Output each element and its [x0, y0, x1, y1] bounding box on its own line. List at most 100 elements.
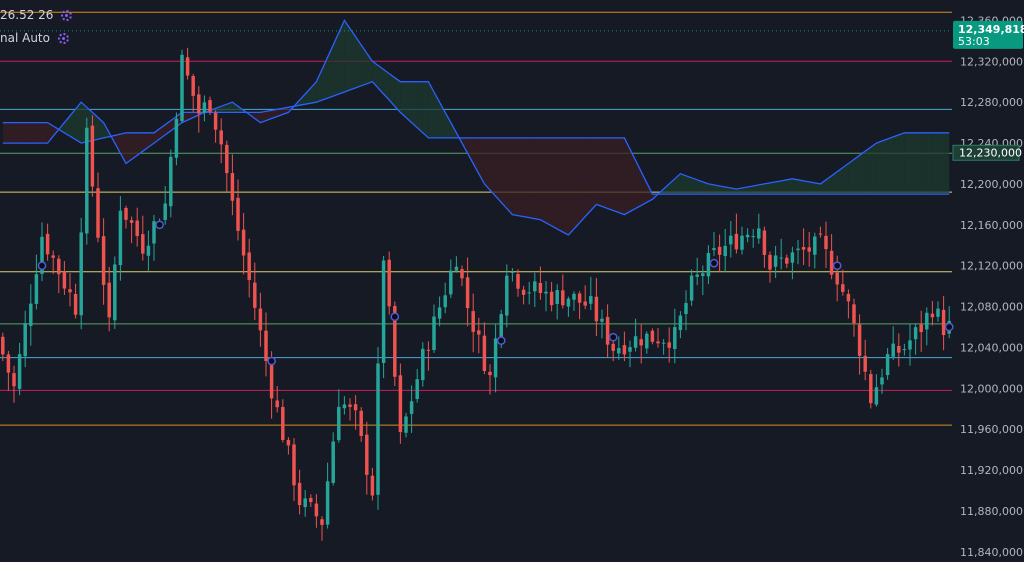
candle-body-90 [505, 275, 509, 316]
cloud-segment-144 [809, 181, 815, 195]
candle-body-39 [219, 130, 223, 145]
candle-body-121 [678, 315, 683, 331]
cloud-segment-96 [540, 137, 546, 223]
cloud-segment-54 [305, 87, 311, 105]
candle-body-19 [107, 282, 111, 318]
cloud-segment-157 [882, 138, 888, 195]
gear-icon[interactable] [57, 32, 69, 44]
y-tick-label-4: 12,200,000 [960, 178, 1023, 191]
cloud-segment-110 [618, 137, 625, 215]
signal-marker-2 [267, 356, 276, 366]
cloud-segment-63 [355, 36, 362, 88]
cloud-segment-47 [266, 110, 272, 121]
candle-body-20 [113, 264, 117, 321]
candle-body-146 [818, 233, 823, 235]
candle-body-71 [398, 375, 403, 433]
cloud-segment-165 [926, 132, 933, 195]
price-axis: 12,360,00012,320,00012,280,00012,240,000… [0, 14, 1024, 559]
candle-body-94 [527, 292, 531, 294]
candle-body-25 [141, 234, 145, 254]
candle-body-102 [572, 293, 576, 300]
candle-body-69 [387, 259, 391, 307]
gear-icon[interactable] [61, 9, 73, 21]
signal-marker-5 [608, 332, 618, 342]
candle-body-38 [213, 112, 218, 130]
cloud-segment-107 [602, 137, 608, 209]
cloud-segment-93 [523, 137, 530, 218]
candle-body-114 [639, 339, 643, 346]
cloud-segment-129 [725, 186, 731, 195]
cloud-segment-7 [42, 122, 48, 144]
cloud-segment-156 [876, 141, 882, 195]
legend-row-2[interactable]: nal Auto [0, 29, 72, 47]
candle-body-128 [717, 246, 722, 255]
cloud-segment-6 [36, 122, 42, 144]
cloud-segment-164 [921, 132, 927, 195]
cloud-segment-95 [534, 137, 541, 220]
candle-body-119 [667, 342, 671, 348]
candle-body-83 [465, 277, 470, 309]
cloud-segment-124 [697, 179, 703, 195]
candle-body-23 [129, 220, 134, 223]
cloud-segment-151 [848, 159, 854, 195]
cloud-segment-100 [562, 137, 569, 236]
cloud-segment-72 [406, 81, 412, 123]
cloud-segment-161 [904, 132, 910, 195]
cloud-segment-25 [142, 132, 149, 152]
cloud-segment-105 [590, 137, 597, 211]
candle-body-160 [897, 345, 901, 353]
cloud-segment-133 [747, 185, 754, 195]
cloud-segment-166 [932, 132, 938, 195]
candle-body-79 [443, 295, 447, 308]
cloud-segment-158 [887, 136, 894, 195]
candle-body-66 [370, 475, 375, 496]
legend-row-1[interactable]: 26.52 26 [0, 6, 73, 24]
candle-body-22 [124, 207, 128, 220]
y-tick-label-6: 12,120,000 [960, 260, 1023, 273]
candles [1, 47, 951, 541]
candle-body-5 [29, 303, 33, 326]
candle-body-116 [650, 330, 655, 342]
candle-body-136 [762, 230, 767, 255]
candle-body-64 [359, 410, 363, 436]
cloud-segment-22 [126, 132, 132, 164]
cloud-segment-38 [215, 106, 222, 113]
cloud-segment-88 [495, 137, 502, 203]
candle-body-41 [230, 173, 235, 201]
candle-body-159 [891, 343, 895, 357]
candle-body-148 [829, 250, 834, 275]
y-tick-label-1: 12,320,000 [960, 55, 1023, 68]
cloud-segment-89 [501, 137, 507, 209]
candle-body-30 [169, 156, 173, 207]
candle-body-163 [913, 327, 918, 340]
candle-body-12 [68, 289, 72, 293]
candle-body-78 [437, 307, 442, 319]
cloud-segment-77 [434, 91, 440, 138]
candle-body-65 [365, 434, 369, 475]
cloud-segment-135 [758, 183, 765, 195]
candle-body-11 [62, 271, 67, 289]
marker-price-label: 12,230,000 [959, 146, 1022, 159]
candle-body-109 [611, 343, 615, 351]
cloud-segment-109 [613, 137, 619, 213]
cloud-segment-119 [669, 178, 675, 195]
candle-body-2 [12, 373, 16, 387]
cloud-segment-101 [568, 137, 574, 236]
candle-body-27 [152, 221, 156, 244]
cloud-segment-143 [803, 180, 810, 195]
cloud-segment-103 [579, 137, 586, 223]
candle-body-98 [549, 291, 554, 306]
cloud-segment-13 [75, 102, 82, 144]
cloud-segment-115 [646, 182, 653, 203]
cloud-segment-120 [674, 173, 681, 195]
cloud-segment-17 [98, 117, 104, 140]
signal-marker-7 [832, 261, 842, 271]
candle-body-149 [835, 272, 839, 285]
cloud-segment-140 [786, 178, 793, 195]
candle-body-106 [594, 296, 599, 322]
candle-body-85 [477, 330, 481, 335]
cloud-segment-24 [137, 132, 143, 156]
candle-body-95 [533, 281, 537, 292]
